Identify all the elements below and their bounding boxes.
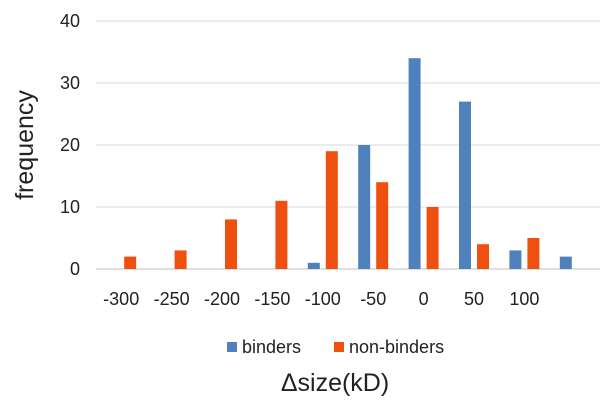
bar-binders-100 — [509, 250, 522, 269]
y-tick-label: 10 — [60, 197, 80, 217]
y-tick-label: 0 — [70, 259, 80, 279]
bars — [124, 58, 572, 270]
bar-binders-50 — [459, 101, 471, 269]
x-tick-label: -250 — [154, 289, 190, 309]
y-tick-label: 40 — [60, 11, 80, 31]
legend-swatch-binders — [227, 342, 237, 352]
x-tick-label: 100 — [509, 289, 539, 309]
x-axis-label: Δsize(kD) — [281, 369, 389, 397]
gridlines — [96, 20, 600, 270]
y-tick-label: 20 — [60, 135, 80, 155]
x-tick-label: -150 — [254, 289, 290, 309]
bar-non-binders-50 — [477, 244, 489, 269]
bar-binders--100 — [307, 262, 320, 269]
bar-non-binders--300 — [124, 256, 137, 269]
bar-binders-last — [559, 256, 572, 269]
bar-non-binders--50 — [376, 182, 389, 269]
legend-label-non-binders: non-binders — [349, 337, 444, 357]
x-tick-label: 50 — [464, 289, 484, 309]
y-tick-label: 30 — [60, 73, 80, 93]
x-tick-label: -50 — [360, 289, 386, 309]
x-tick-label: -100 — [305, 289, 341, 309]
bar-non-binders--100 — [325, 151, 338, 269]
bar-non-binders--200 — [225, 219, 237, 269]
bar-non-binders--150 — [275, 200, 288, 269]
bar-binders--50 — [358, 145, 371, 269]
bar-non-binders-100 — [527, 238, 540, 269]
x-tick-labels: -300 -250 -200 -150 -100 -50 0 50 100 — [103, 289, 539, 309]
y-tick-labels: 0 10 20 30 40 — [60, 11, 80, 279]
bar-non-binders-0 — [426, 207, 439, 269]
legend: binders non-binders — [227, 337, 444, 357]
x-tick-label: -200 — [204, 289, 240, 309]
legend-label-binders: binders — [242, 337, 301, 357]
bar-binders-0 — [408, 58, 421, 270]
bar-non-binders--250 — [174, 250, 187, 269]
legend-swatch-non-binders — [334, 342, 344, 352]
y-axis-label: frequency — [11, 90, 39, 200]
x-tick-label: -300 — [103, 289, 139, 309]
x-tick-label: 0 — [419, 289, 429, 309]
